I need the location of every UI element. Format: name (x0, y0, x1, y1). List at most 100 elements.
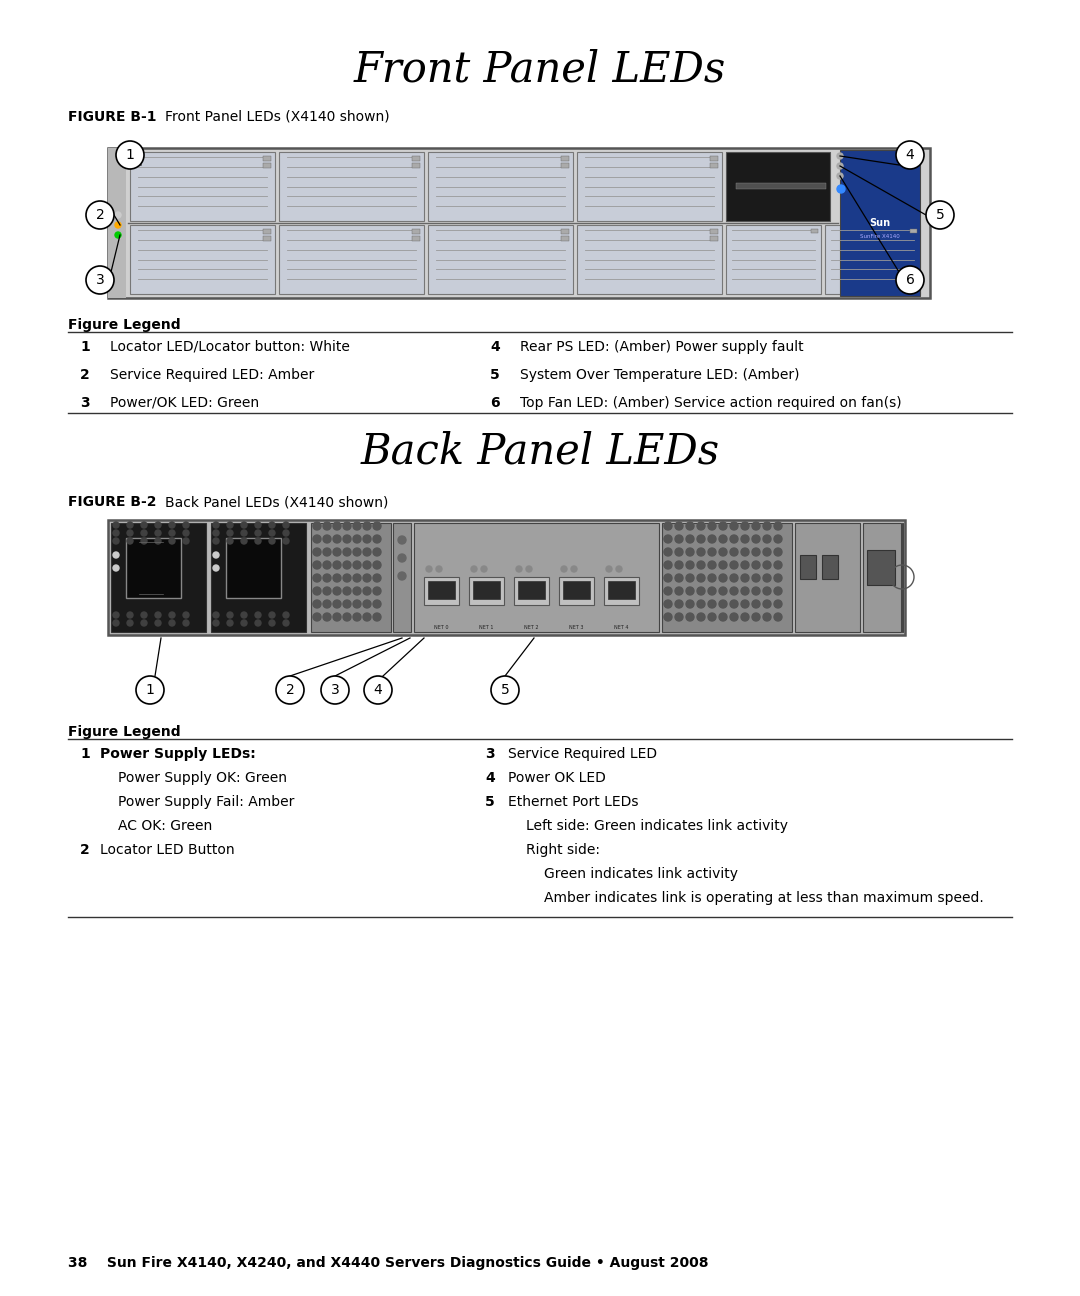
Circle shape (730, 587, 738, 595)
Circle shape (686, 600, 694, 608)
Text: 2: 2 (80, 842, 90, 857)
Circle shape (741, 600, 750, 608)
FancyBboxPatch shape (428, 226, 573, 294)
Circle shape (241, 522, 247, 527)
Text: Locator LED/Locator button: White: Locator LED/Locator button: White (110, 340, 350, 354)
Circle shape (708, 522, 716, 530)
Circle shape (741, 587, 750, 595)
Circle shape (730, 613, 738, 621)
FancyBboxPatch shape (710, 163, 718, 168)
Circle shape (353, 600, 361, 608)
Circle shape (471, 566, 477, 572)
Circle shape (426, 566, 432, 572)
Circle shape (719, 522, 727, 530)
Circle shape (227, 530, 233, 537)
Circle shape (664, 561, 672, 569)
Circle shape (141, 612, 147, 618)
Circle shape (664, 535, 672, 543)
FancyBboxPatch shape (393, 524, 411, 632)
Circle shape (241, 612, 247, 618)
Circle shape (697, 574, 705, 582)
Circle shape (141, 619, 147, 626)
Text: NET 1: NET 1 (478, 625, 494, 630)
FancyBboxPatch shape (822, 555, 838, 579)
Circle shape (141, 530, 147, 537)
FancyBboxPatch shape (424, 577, 459, 605)
Circle shape (323, 561, 330, 569)
Circle shape (719, 613, 727, 621)
Circle shape (333, 613, 341, 621)
Circle shape (353, 535, 361, 543)
Text: Sun: Sun (869, 218, 891, 228)
Circle shape (213, 522, 219, 527)
Circle shape (156, 538, 161, 544)
Circle shape (675, 548, 683, 556)
FancyBboxPatch shape (840, 150, 920, 295)
Circle shape (283, 522, 289, 527)
Circle shape (752, 561, 760, 569)
Circle shape (719, 535, 727, 543)
Circle shape (730, 561, 738, 569)
Text: NET 4: NET 4 (613, 625, 629, 630)
Text: AC OK: Green: AC OK: Green (118, 819, 213, 833)
Circle shape (168, 530, 175, 537)
Text: NET 3: NET 3 (569, 625, 583, 630)
Circle shape (686, 561, 694, 569)
Circle shape (730, 522, 738, 530)
Circle shape (697, 561, 705, 569)
Circle shape (127, 530, 133, 537)
Text: Back Panel LEDs (X4140 shown): Back Panel LEDs (X4140 shown) (165, 495, 389, 509)
Text: Green indicates link activity: Green indicates link activity (544, 867, 738, 881)
Circle shape (136, 677, 164, 704)
Circle shape (730, 574, 738, 582)
Circle shape (343, 522, 351, 530)
FancyBboxPatch shape (863, 524, 901, 632)
Circle shape (213, 552, 219, 559)
Circle shape (156, 530, 161, 537)
Circle shape (686, 522, 694, 530)
FancyBboxPatch shape (428, 581, 455, 599)
Circle shape (491, 677, 519, 704)
Circle shape (762, 522, 771, 530)
Text: Ethernet Port LEDs: Ethernet Port LEDs (508, 794, 638, 809)
Text: 5: 5 (935, 207, 944, 222)
Circle shape (323, 548, 330, 556)
FancyBboxPatch shape (577, 226, 723, 294)
Circle shape (373, 522, 381, 530)
FancyBboxPatch shape (264, 156, 271, 161)
FancyBboxPatch shape (473, 581, 500, 599)
Circle shape (664, 587, 672, 595)
FancyBboxPatch shape (710, 229, 718, 235)
Circle shape (168, 538, 175, 544)
Text: 6: 6 (905, 273, 915, 286)
Circle shape (675, 613, 683, 621)
Circle shape (774, 522, 782, 530)
Circle shape (333, 600, 341, 608)
Text: Power/OK LED: Green: Power/OK LED: Green (110, 397, 259, 410)
Text: 1: 1 (80, 340, 90, 354)
Circle shape (363, 561, 372, 569)
Circle shape (741, 561, 750, 569)
Circle shape (333, 574, 341, 582)
Circle shape (313, 548, 321, 556)
Text: NET 0: NET 0 (434, 625, 448, 630)
FancyBboxPatch shape (811, 229, 818, 233)
Circle shape (730, 600, 738, 608)
Circle shape (213, 530, 219, 537)
Circle shape (516, 566, 522, 572)
Circle shape (373, 535, 381, 543)
Circle shape (276, 677, 303, 704)
Text: 4: 4 (485, 771, 495, 785)
Circle shape (183, 522, 189, 527)
Text: Power Supply LEDs:: Power Supply LEDs: (100, 746, 256, 761)
Circle shape (664, 613, 672, 621)
FancyBboxPatch shape (279, 226, 424, 294)
Text: Left side: Green indicates link activity: Left side: Green indicates link activity (526, 819, 788, 833)
Circle shape (373, 613, 381, 621)
FancyBboxPatch shape (604, 577, 639, 605)
FancyBboxPatch shape (514, 577, 549, 605)
FancyBboxPatch shape (264, 236, 271, 241)
Text: 38    Sun Fire X4140, X4240, and X4440 Servers Diagnostics Guide • August 2008: 38 Sun Fire X4140, X4240, and X4440 Serv… (68, 1256, 708, 1270)
Circle shape (363, 587, 372, 595)
Circle shape (213, 565, 219, 572)
